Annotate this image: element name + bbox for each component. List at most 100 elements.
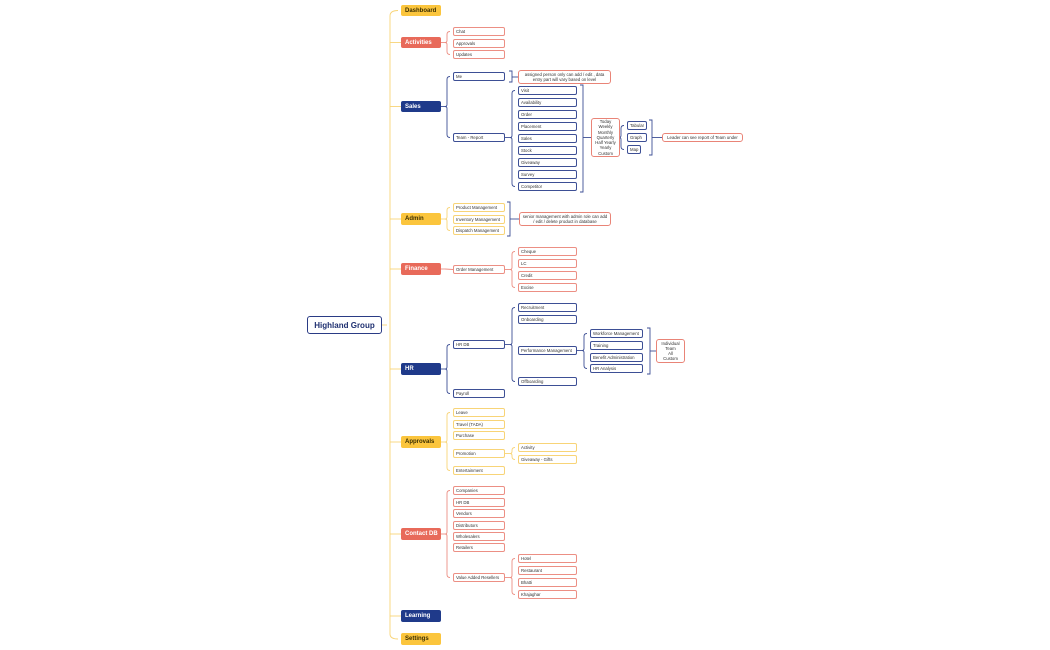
note-box[interactable]: senior management with admin role can ad…	[519, 212, 611, 226]
node-hr-db[interactable]: HR DB	[453, 498, 505, 507]
note-box[interactable]: Today Weekly Monthly Quarterly Half Yearly Ye…	[591, 118, 620, 157]
node-label: Me	[456, 74, 462, 79]
bracket	[647, 327, 651, 375]
node-entertainment[interactable]: Entertainment	[453, 466, 505, 475]
bracket	[507, 201, 511, 237]
node-inventory-management[interactable]: Inventory Management	[453, 215, 505, 224]
node-companies[interactable]: Companies	[453, 486, 505, 495]
node-updates[interactable]: Updates	[453, 50, 505, 59]
node-label: Placement	[521, 124, 542, 129]
node-hr-db[interactable]: HR DB	[453, 340, 505, 349]
node-khajaghar[interactable]: Khajaghar	[518, 590, 577, 599]
node-label: Wholesalers	[456, 534, 480, 539]
branch-admin[interactable]: Admin	[401, 213, 441, 225]
note-box[interactable]: assigned person only can add / edit , da…	[518, 70, 611, 84]
node-credit[interactable]: Credit	[518, 271, 577, 280]
bracket	[581, 333, 588, 369]
node-workforce-management[interactable]: Workforce Management	[590, 329, 643, 338]
node-competitor[interactable]: Competitor	[518, 182, 577, 191]
node-label: Order Management	[456, 267, 494, 272]
node-order-management[interactable]: Order Management	[453, 265, 505, 274]
node-visit[interactable]: Visit	[518, 86, 577, 95]
root-node[interactable]: Highland Group	[307, 316, 382, 334]
node-excise[interactable]: Excise	[518, 283, 577, 292]
node-restaurant[interactable]: Restaurant	[518, 566, 577, 575]
node-hotel[interactable]: Hotel	[518, 554, 577, 563]
node-leave[interactable]: Leave	[453, 408, 505, 417]
branch-learning[interactable]: Learning	[401, 610, 441, 622]
node-recruitment[interactable]: Recruitment	[518, 303, 577, 312]
node-survey[interactable]: Survey	[518, 170, 577, 179]
spine	[389, 10, 399, 640]
node-benefit-administration[interactable]: Benefit Administration	[590, 353, 643, 362]
node-label: Leave	[456, 410, 468, 415]
branch-finance[interactable]: Finance	[401, 263, 441, 275]
node-giveaway-gifts[interactable]: Giveaway - Gifts	[518, 455, 577, 464]
node-payroll[interactable]: Payroll	[453, 389, 505, 398]
node-cheque[interactable]: Cheque	[518, 247, 577, 256]
branch-approvals[interactable]: Approvals	[401, 436, 441, 448]
node-stock[interactable]: Stock	[518, 146, 577, 155]
node-tabular[interactable]: Tabular	[627, 121, 647, 130]
node-placement[interactable]: Placement	[518, 122, 577, 131]
note-line: Individual	[661, 340, 680, 346]
node-label: Retailers	[456, 545, 473, 550]
branch-activities[interactable]: Activities	[401, 37, 441, 48]
node-map[interactable]: Map	[627, 145, 641, 154]
node-label: Hotel	[521, 556, 532, 561]
node-label: Purchase	[456, 433, 475, 438]
node-graph[interactable]: Graph	[627, 133, 647, 142]
node-activity[interactable]: Activity	[518, 443, 577, 452]
node-promotion[interactable]: Promotion	[453, 449, 505, 458]
node-product-management[interactable]: Product Management	[453, 203, 505, 212]
note-line: Custom	[663, 356, 678, 362]
node-offboarding[interactable]: Offboarding	[518, 377, 577, 386]
node-performance-management[interactable]: Performance Management	[518, 346, 577, 355]
node-vendors[interactable]: Vendors	[453, 509, 505, 518]
note-box[interactable]: Leader can see report of Team under	[662, 133, 743, 142]
node-order[interactable]: Order	[518, 110, 577, 119]
bracket	[509, 558, 516, 595]
node-purchase[interactable]: Purchase	[453, 431, 505, 440]
node-label: assigned person only can add / edit , da…	[524, 72, 605, 82]
bracket	[444, 76, 451, 138]
node-giveaway[interactable]: Giveaway	[518, 158, 577, 167]
bracket	[509, 90, 516, 187]
node-availability[interactable]: Availability	[518, 98, 577, 107]
branch-sales[interactable]: Sales	[401, 101, 441, 112]
node-wholesalers[interactable]: Wholesalers	[453, 532, 505, 541]
branch-dashboard[interactable]: Dashboard	[401, 5, 441, 16]
node-team-report[interactable]: Team - Report	[453, 133, 505, 142]
node-value-added-resellers[interactable]: Value Added Resellers	[453, 573, 505, 582]
note-line: Today	[599, 119, 612, 125]
branch-contact-db[interactable]: Contact DB	[401, 528, 441, 540]
note-box[interactable]: Individual Team All Custom	[656, 339, 685, 363]
bracket	[509, 251, 516, 288]
node-label: Approvals	[456, 41, 476, 46]
node-hr-analysis[interactable]: HR Analysis	[590, 364, 643, 373]
node-label: senior management with admin role can ad…	[522, 214, 608, 224]
node-travel-tada[interactable]: Travel (TADA)	[453, 420, 505, 429]
node-label: HR DB	[456, 500, 470, 505]
node-bhatti[interactable]: Bhatti	[518, 578, 577, 587]
node-lc[interactable]: LC	[518, 259, 577, 268]
node-onboarding[interactable]: Onboarding	[518, 315, 577, 324]
bracket	[444, 490, 451, 578]
node-approvals[interactable]: Approvals	[453, 39, 505, 48]
node-me[interactable]: Me	[453, 72, 505, 81]
node-label: Order	[521, 112, 532, 117]
branch-settings[interactable]: Settings	[401, 633, 441, 645]
node-chat[interactable]: Chat	[453, 27, 505, 36]
node-distributors[interactable]: Distributors	[453, 521, 505, 530]
node-retailers[interactable]: Retailers	[453, 543, 505, 552]
node-sales[interactable]: Sales	[518, 134, 577, 143]
node-dispatch-management[interactable]: Dispatch Management	[453, 226, 505, 235]
node-label: Contact DB	[405, 531, 438, 537]
branch-hr[interactable]: HR	[401, 363, 441, 375]
node-training[interactable]: Training	[590, 341, 643, 350]
node-label: Map	[630, 147, 639, 152]
node-label: Training	[593, 343, 609, 348]
node-label: Product Management	[456, 205, 498, 210]
